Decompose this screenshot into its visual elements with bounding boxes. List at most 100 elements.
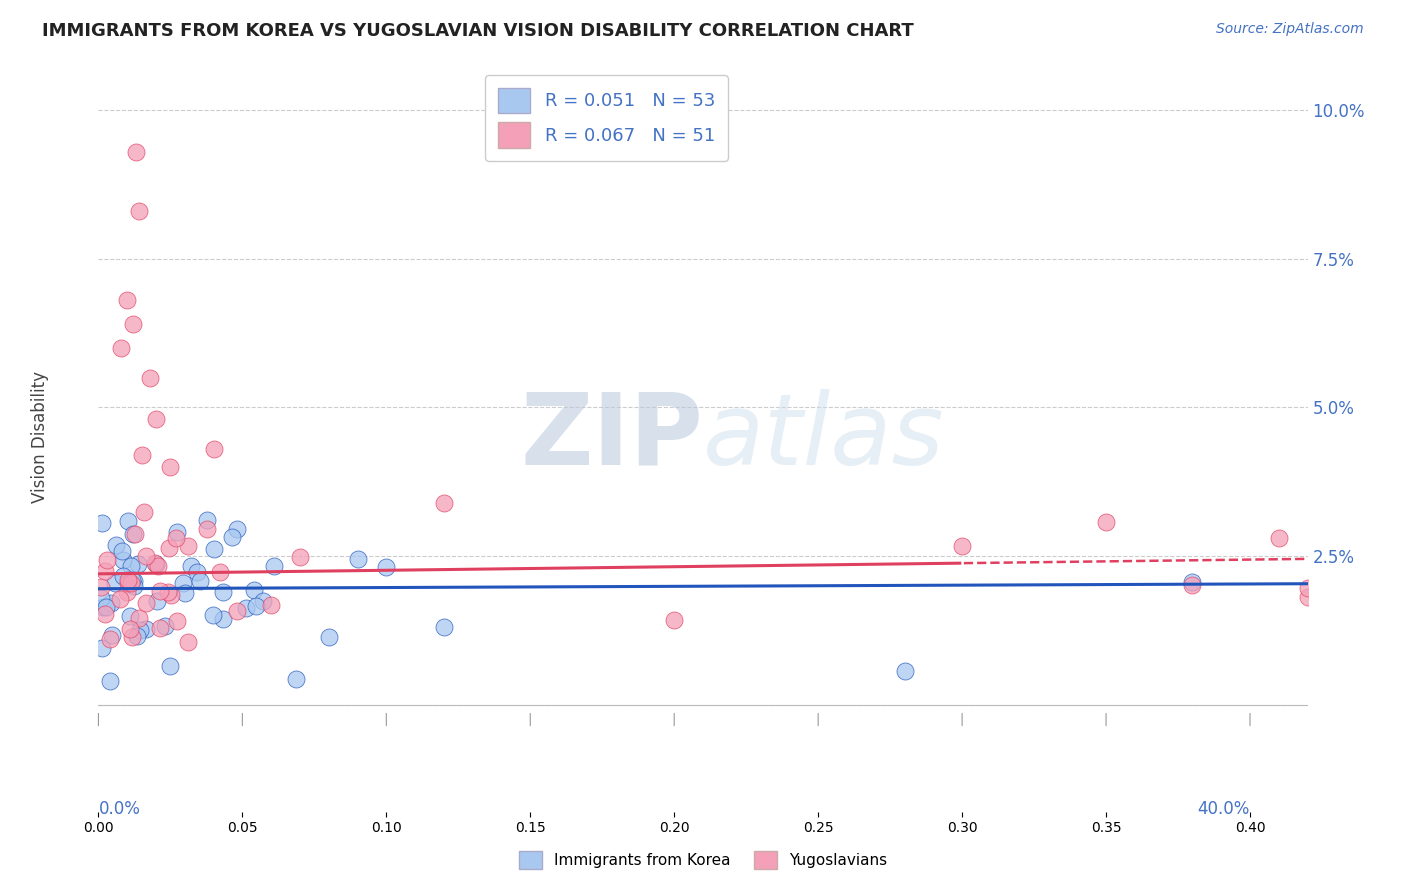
Point	[226, 522, 249, 536]
Point	[90, 580, 112, 594]
Point	[176, 539, 198, 553]
Point	[131, 448, 153, 462]
Point	[115, 293, 138, 308]
Legend: Immigrants from Korea, Yugoslavians: Immigrants from Korea, Yugoslavians	[513, 845, 893, 875]
Point	[134, 505, 156, 519]
Point	[120, 559, 142, 574]
Point	[111, 544, 134, 558]
Point	[166, 525, 188, 540]
Point	[100, 596, 122, 610]
Point	[211, 612, 233, 626]
Text: Source: ZipAtlas.com: Source: ZipAtlas.com	[1216, 22, 1364, 37]
Point	[260, 598, 283, 612]
Point	[1296, 590, 1319, 604]
Point	[128, 623, 150, 637]
Point	[118, 608, 141, 623]
Point	[375, 560, 398, 574]
Point	[145, 556, 167, 570]
Point	[433, 496, 456, 510]
Point	[202, 607, 225, 622]
Point	[252, 594, 274, 608]
Point	[318, 630, 340, 644]
Point	[94, 564, 117, 578]
Point	[1181, 574, 1204, 589]
Point	[94, 599, 117, 614]
Point	[146, 594, 169, 608]
Point	[893, 664, 915, 678]
Point	[288, 549, 311, 564]
Text: IMMIGRANTS FROM KOREA VS YUGOSLAVIAN VISION DISABILITY CORRELATION CHART: IMMIGRANTS FROM KOREA VS YUGOSLAVIAN VIS…	[42, 22, 914, 40]
Point	[235, 600, 257, 615]
Point	[121, 573, 143, 587]
Point	[122, 317, 145, 331]
Point	[245, 599, 267, 614]
Point	[159, 459, 181, 474]
Point	[135, 622, 157, 636]
Point	[285, 672, 308, 686]
Text: atlas: atlas	[703, 389, 945, 485]
Point	[110, 341, 132, 355]
Point	[118, 622, 141, 636]
Point	[125, 145, 148, 159]
Point	[122, 527, 145, 541]
Text: ZIP: ZIP	[520, 389, 703, 485]
Point	[124, 579, 146, 593]
Point	[100, 632, 122, 646]
Point	[157, 585, 180, 599]
Point	[159, 658, 181, 673]
Point	[186, 565, 208, 579]
Point	[263, 559, 285, 574]
Point	[145, 558, 167, 572]
Point	[121, 631, 143, 645]
Point	[91, 516, 114, 530]
Point	[160, 588, 183, 602]
Point	[90, 591, 112, 605]
Point	[149, 621, 172, 635]
Text: 40.0%: 40.0%	[1198, 800, 1250, 818]
Point	[1181, 578, 1204, 592]
Point	[128, 204, 150, 219]
Point	[94, 607, 117, 621]
Point	[212, 584, 235, 599]
Point	[153, 618, 176, 632]
Point	[197, 523, 219, 537]
Point	[98, 673, 121, 688]
Point	[96, 553, 118, 567]
Text: 0.0%: 0.0%	[98, 800, 141, 818]
Point	[91, 641, 114, 656]
Point	[117, 514, 139, 528]
Point	[180, 558, 202, 573]
Point	[202, 442, 225, 456]
Point	[165, 531, 187, 545]
Point	[433, 620, 456, 634]
Point	[1268, 532, 1291, 546]
Point	[202, 541, 225, 556]
Point	[125, 629, 148, 643]
Point	[101, 628, 124, 642]
Point	[112, 553, 135, 567]
Text: Vision Disability: Vision Disability	[31, 371, 49, 503]
Point	[664, 613, 686, 627]
Point	[117, 574, 139, 588]
Point	[221, 530, 243, 544]
Point	[243, 582, 266, 597]
Point	[174, 585, 197, 599]
Point	[111, 569, 134, 583]
Point	[115, 585, 138, 599]
Point	[135, 596, 157, 610]
Point	[209, 565, 232, 579]
Point	[195, 513, 218, 527]
Point	[124, 574, 146, 588]
Point	[166, 614, 188, 628]
Point	[1095, 515, 1118, 529]
Point	[225, 604, 247, 618]
Point	[172, 576, 194, 591]
Point	[149, 584, 172, 599]
Point	[188, 574, 211, 588]
Point	[157, 541, 180, 555]
Point	[146, 558, 169, 573]
Point	[950, 539, 973, 553]
Point	[346, 552, 368, 566]
Point	[139, 370, 162, 384]
Point	[110, 591, 132, 606]
